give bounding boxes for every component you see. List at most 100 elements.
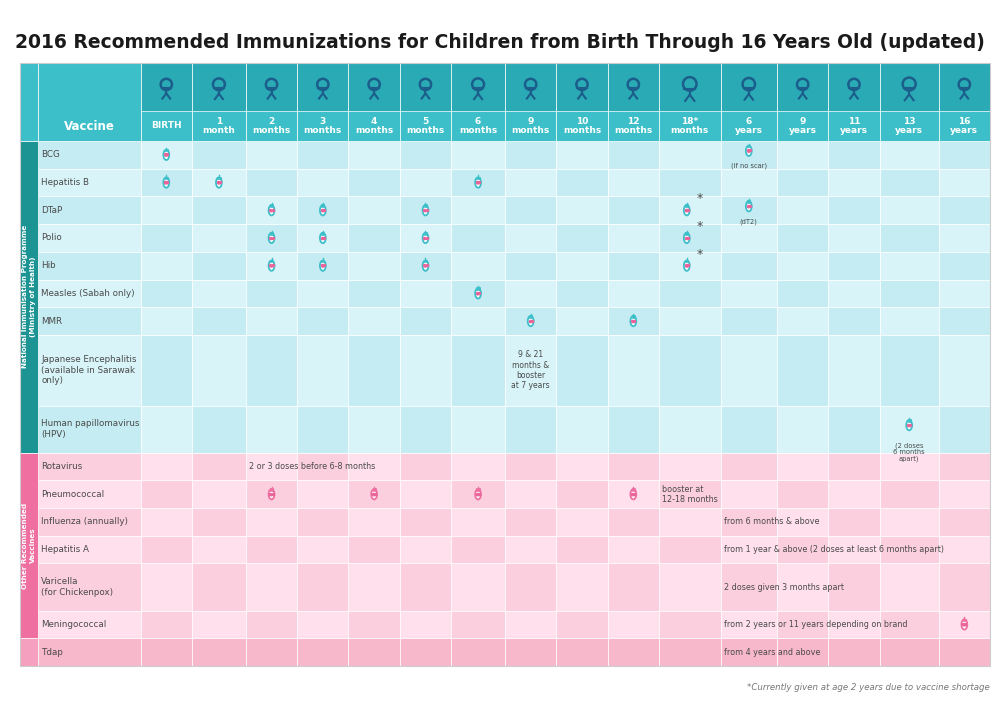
Bar xyxy=(880,406,939,452)
Bar xyxy=(505,280,556,307)
Bar xyxy=(880,481,939,508)
Bar xyxy=(556,610,608,639)
Bar xyxy=(348,169,400,196)
Bar xyxy=(828,169,880,196)
Bar xyxy=(38,169,141,196)
Bar xyxy=(777,335,828,406)
Bar xyxy=(20,639,38,666)
Bar xyxy=(777,481,828,508)
Text: Hepatitis A: Hepatitis A xyxy=(41,545,89,554)
Bar xyxy=(828,452,880,481)
Text: 11
years: 11 years xyxy=(840,117,868,135)
Bar xyxy=(141,564,192,610)
Ellipse shape xyxy=(630,316,636,326)
Bar xyxy=(556,639,608,666)
Bar xyxy=(659,610,721,639)
Text: 18*
months: 18* months xyxy=(671,117,709,135)
Bar xyxy=(777,169,828,196)
Bar xyxy=(297,280,348,307)
Bar xyxy=(505,252,556,280)
Bar xyxy=(880,280,939,307)
Bar xyxy=(505,481,556,508)
Text: (dT2): (dT2) xyxy=(740,218,758,224)
Bar xyxy=(505,169,556,196)
Bar xyxy=(246,564,297,610)
Bar xyxy=(38,280,141,307)
Bar xyxy=(777,63,828,111)
Bar xyxy=(348,141,400,169)
Ellipse shape xyxy=(746,146,752,156)
Bar xyxy=(20,452,38,639)
Bar xyxy=(141,307,192,335)
Bar xyxy=(141,610,192,639)
Bar xyxy=(400,406,451,452)
Bar xyxy=(192,452,246,481)
Text: 9
years: 9 years xyxy=(789,117,817,135)
Text: booster at
12-18 months: booster at 12-18 months xyxy=(662,484,718,504)
Bar xyxy=(632,315,635,318)
Bar xyxy=(297,63,348,141)
Bar xyxy=(721,63,777,141)
Bar xyxy=(400,224,451,252)
Bar xyxy=(348,452,400,481)
Bar xyxy=(217,176,221,179)
Bar xyxy=(141,224,192,252)
Bar xyxy=(141,335,192,406)
Text: 12
months: 12 months xyxy=(614,117,652,135)
Bar xyxy=(608,610,659,639)
Bar xyxy=(141,63,192,141)
Bar xyxy=(939,63,990,141)
Bar xyxy=(297,196,348,224)
Bar xyxy=(38,196,141,224)
Bar xyxy=(246,610,297,639)
Ellipse shape xyxy=(684,233,690,243)
Ellipse shape xyxy=(684,205,690,215)
Bar xyxy=(939,406,990,452)
Bar xyxy=(400,141,451,169)
Bar xyxy=(659,639,721,666)
Bar xyxy=(608,280,659,307)
Ellipse shape xyxy=(684,261,690,271)
Bar xyxy=(246,406,297,452)
Bar xyxy=(451,508,505,536)
Bar xyxy=(297,610,348,639)
Bar xyxy=(297,141,348,169)
Bar xyxy=(721,452,777,481)
Bar xyxy=(828,481,880,508)
Bar xyxy=(556,252,608,280)
Bar xyxy=(659,141,721,169)
Bar xyxy=(246,280,297,307)
Bar xyxy=(348,481,400,508)
Bar xyxy=(451,141,505,169)
Bar xyxy=(880,335,939,406)
Text: 4
months: 4 months xyxy=(355,117,393,135)
Bar xyxy=(608,63,659,141)
Bar xyxy=(880,307,939,335)
Ellipse shape xyxy=(528,316,534,326)
Bar xyxy=(505,610,556,639)
Bar xyxy=(777,610,828,639)
Bar xyxy=(721,63,777,111)
Bar xyxy=(400,639,451,666)
Bar xyxy=(556,307,608,335)
Bar xyxy=(400,63,451,141)
Text: Varicella
(for Chickenpox): Varicella (for Chickenpox) xyxy=(41,577,113,597)
Bar xyxy=(880,63,939,141)
Bar xyxy=(828,141,880,169)
Bar xyxy=(192,610,246,639)
Bar xyxy=(659,508,721,536)
Bar xyxy=(38,63,141,141)
Bar xyxy=(659,452,721,481)
Bar xyxy=(828,639,880,666)
Bar xyxy=(777,536,828,564)
Bar xyxy=(165,176,168,179)
Text: *Currently given at age 2 years due to vaccine shortage: *Currently given at age 2 years due to v… xyxy=(747,683,990,692)
Bar xyxy=(659,169,721,196)
Bar xyxy=(608,536,659,564)
Text: Influenza (annually): Influenza (annually) xyxy=(41,518,128,527)
Bar xyxy=(608,224,659,252)
Bar xyxy=(608,564,659,610)
Ellipse shape xyxy=(906,420,912,430)
Bar xyxy=(777,639,828,666)
Bar xyxy=(505,224,556,252)
